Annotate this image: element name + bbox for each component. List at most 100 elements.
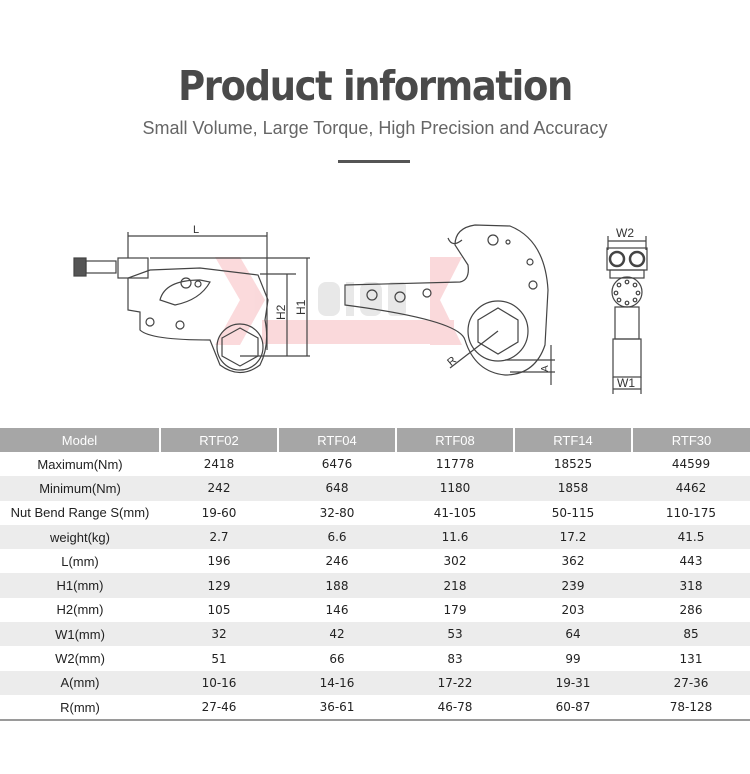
- table-cell: 4462: [632, 476, 750, 501]
- table-cell: 131: [679, 651, 703, 666]
- table-cell: 11778: [435, 457, 475, 472]
- row-label: Nut Bend Range S(mm): [10, 505, 150, 521]
- dim-label-w1: W1: [617, 376, 635, 390]
- row-label: A(mm): [0, 670, 160, 695]
- table-cell: 239: [514, 573, 632, 598]
- table-cell: 27-36: [632, 670, 750, 695]
- table-cell: 44599: [671, 457, 711, 472]
- row-label: Maximum(Nm): [37, 456, 123, 472]
- product-diagram: L H2 H1 R A W2 W1: [73, 224, 648, 394]
- top-view-drawing: [606, 236, 648, 394]
- dim-label-h1: H1: [294, 299, 308, 315]
- table-cell: 41.5: [632, 524, 750, 550]
- table-cell: 50-115: [551, 505, 595, 520]
- side-view-drawing: [73, 232, 310, 374]
- column-header-rtf14: RTF14: [513, 428, 632, 452]
- table-row: Minimum(Nm) 242 648 1180 1858 4462: [0, 476, 750, 501]
- row-label: H1(mm): [0, 573, 160, 598]
- table-row: R(mm) 27-46 36-61 46-78 60-87 78-128: [0, 694, 750, 722]
- table-cell: 196: [207, 554, 231, 569]
- table-cell: 242: [160, 476, 278, 501]
- table-row: Maximum(Nm) 2418 6476 11778 18525 44599: [0, 452, 750, 476]
- table-cell: 188: [278, 573, 396, 598]
- table-cell: 302: [443, 554, 467, 569]
- table-cell: 51: [211, 651, 227, 666]
- dim-label-r: R: [445, 354, 459, 368]
- table-row: L(mm) 196 246 302 362 443: [0, 549, 750, 573]
- table-row: weight(kg) 2.7 6.6 11.6 17.2 41.5: [0, 524, 750, 550]
- table-cell: 19-31: [514, 670, 632, 695]
- table-cell: 1180: [396, 476, 514, 501]
- table-row: H1(mm) 129 188 218 239 318: [0, 573, 750, 598]
- table-cell: 53: [396, 622, 514, 647]
- column-header-rtf08: RTF08: [395, 428, 514, 452]
- table-row: A(mm) 10-16 14-16 17-22 19-31 27-36: [0, 670, 750, 695]
- spec-table: Model RTF02 RTF04 RTF08 RTF14 RTF30 Maximum(N…: [0, 428, 750, 722]
- divider: [338, 160, 410, 163]
- column-header-rtf30: RTF30: [631, 428, 750, 452]
- row-label: H2(mm): [56, 602, 104, 618]
- dim-label-a: A: [540, 365, 551, 372]
- row-label: L(mm): [61, 553, 99, 569]
- table-cell: 10-16: [160, 670, 278, 695]
- table-cell: 1858: [514, 476, 632, 501]
- table-cell: 66: [329, 651, 345, 666]
- table-row: W1(mm) 32 42 53 64 85: [0, 622, 750, 647]
- table-cell: 203: [561, 602, 585, 617]
- table-cell: 41-105: [433, 505, 477, 520]
- table-cell: 32: [160, 622, 278, 647]
- table-cell: 11.6: [396, 524, 514, 550]
- table-cell: 110-175: [665, 505, 717, 520]
- table-row: Nut Bend Range S(mm) 19-60 32-80 41-105 50-1…: [0, 501, 750, 525]
- table-cell: 99: [565, 651, 581, 666]
- row-label: Minimum(Nm): [0, 476, 160, 501]
- table-cell: 2.7: [160, 524, 278, 550]
- dim-label-h2: H2: [274, 304, 288, 320]
- table-cell: 18525: [553, 457, 593, 472]
- row-label: W2(mm): [55, 651, 105, 667]
- table-cell: 64: [514, 622, 632, 647]
- row-label: W1(mm): [0, 622, 160, 647]
- table-cell: 36-61: [278, 694, 396, 722]
- row-label: weight(kg): [0, 524, 160, 550]
- column-header-model: Model: [0, 428, 160, 452]
- table-cell: 648: [278, 476, 396, 501]
- column-header-rtf02: RTF02: [159, 428, 278, 452]
- watermark-brand-mark: [318, 282, 406, 316]
- table-cell: 17.2: [514, 524, 632, 550]
- table-cell: 318: [632, 573, 750, 598]
- table-cell: 246: [325, 554, 349, 569]
- table-row: H2(mm) 105 146 179 203 286: [0, 598, 750, 622]
- page-subtitle: Small Volume, Large Torque, High Precisi…: [142, 118, 608, 138]
- row-label: R(mm): [0, 694, 160, 722]
- table-cell: 42: [278, 622, 396, 647]
- watermark-logo: [215, 257, 462, 345]
- table-row: W2(mm) 51 66 83 99 131: [0, 646, 750, 670]
- dim-label-w2: W2: [616, 226, 634, 240]
- table-cell: 443: [679, 554, 703, 569]
- table-cell: 60-87: [514, 694, 632, 722]
- dim-label-l: L: [193, 224, 199, 236]
- table-cell: 218: [396, 573, 514, 598]
- table-cell: 362: [561, 554, 585, 569]
- table-cell: 179: [443, 602, 467, 617]
- table-cell: 2418: [203, 457, 235, 472]
- front-view-drawing: [344, 224, 555, 385]
- table-cell: 286: [679, 602, 703, 617]
- page-title: Product information: [178, 62, 573, 110]
- table-cell: 6476: [321, 457, 353, 472]
- table-cell: 19-60: [201, 505, 237, 520]
- table-cell: 105: [207, 602, 231, 617]
- table-cell: 129: [160, 573, 278, 598]
- table-cell: 27-46: [160, 694, 278, 722]
- table-cell: 32-80: [319, 505, 355, 520]
- table-cell: 14-16: [278, 670, 396, 695]
- table-header-row: Model RTF02 RTF04 RTF08 RTF14 RTF30: [0, 428, 750, 452]
- table-cell: 78-128: [632, 694, 750, 722]
- column-header-rtf04: RTF04: [277, 428, 396, 452]
- table-cell: 83: [447, 651, 463, 666]
- table-cell: 46-78: [396, 694, 514, 722]
- table-cell: 146: [325, 602, 349, 617]
- table-cell: 85: [632, 622, 750, 647]
- table-cell: 17-22: [396, 670, 514, 695]
